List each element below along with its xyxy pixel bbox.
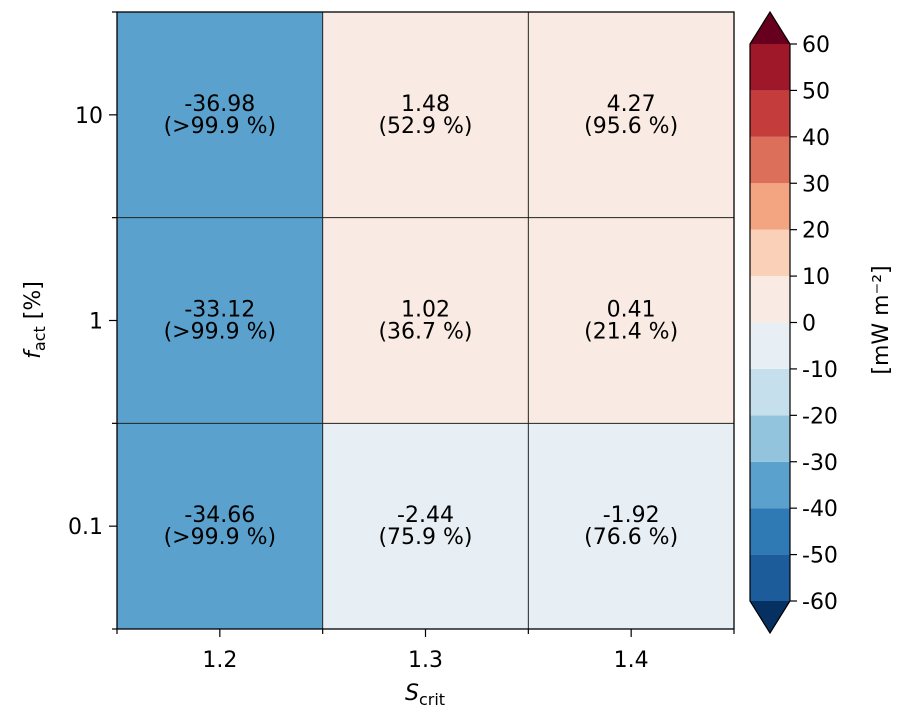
y-axis-label-main: f bbox=[21, 348, 46, 359]
cell-grid bbox=[117, 12, 734, 629]
cell-value-label: 4.27 bbox=[607, 92, 656, 117]
cell-value-label: 1.48 bbox=[401, 92, 450, 117]
colorbar-tick-label: 20 bbox=[802, 219, 830, 244]
colorbar-tick-label: -30 bbox=[802, 451, 838, 476]
x-tick-label: 1.4 bbox=[614, 648, 649, 673]
cell-value-label: -2.44 bbox=[397, 503, 454, 528]
axis-ticks: 1.2 1.3 1.4 0.1 1 10 bbox=[68, 11, 735, 673]
cell-value-label: 1.02 bbox=[401, 298, 450, 323]
colorbar-tick-label: 30 bbox=[802, 172, 830, 197]
cell-percent-label: (76.6 %) bbox=[584, 525, 678, 550]
heatmap-cell bbox=[117, 423, 323, 629]
colorbar-segment bbox=[750, 276, 790, 323]
cell-percent-label: (36.7 %) bbox=[378, 320, 472, 345]
colorbar-segment bbox=[750, 461, 790, 509]
y-tick-label: 0.1 bbox=[68, 515, 103, 540]
colorbar-segment bbox=[750, 508, 790, 555]
colorbar-tick-label: -60 bbox=[802, 590, 838, 615]
y-axis-label-suffix: [%] bbox=[21, 281, 46, 326]
heatmap-cell bbox=[322, 217, 529, 424]
cell-value-label: -36.98 bbox=[184, 92, 255, 117]
colorbar-segment bbox=[750, 229, 790, 277]
x-tick-label: 1.3 bbox=[408, 648, 443, 673]
colorbar-segment bbox=[750, 368, 790, 416]
cell-percent-label: (95.6 %) bbox=[584, 114, 678, 139]
colorbar-over-arrow bbox=[750, 12, 790, 44]
heatmap-cell bbox=[528, 12, 734, 218]
colorbar-tick-label: 0 bbox=[802, 312, 816, 337]
colorbar-segment bbox=[750, 554, 790, 601]
heatmap-cell bbox=[117, 217, 323, 424]
colorbar-tick-label: 50 bbox=[802, 79, 830, 104]
cell-value-label: 0.41 bbox=[607, 298, 656, 323]
colorbar-segment bbox=[750, 415, 790, 462]
colorbar-under-arrow bbox=[750, 601, 790, 633]
y-tick-label: 1 bbox=[89, 310, 103, 335]
y-axis-label-sub: act bbox=[30, 326, 49, 351]
heatmap-cell bbox=[117, 12, 323, 218]
cell-percent-label: (>99.9 %) bbox=[164, 525, 276, 550]
colorbar-tick-label: -40 bbox=[802, 497, 838, 522]
colorbar-tick-label: -20 bbox=[802, 404, 838, 429]
cell-percent-label: (>99.9 %) bbox=[164, 114, 276, 139]
heatmap-cell bbox=[528, 423, 734, 629]
colorbar-segment bbox=[750, 90, 790, 137]
cell-value-label: -33.12 bbox=[184, 298, 255, 323]
x-axis-label-main: S bbox=[405, 681, 419, 706]
cell-labels: -34.66(>99.9 %)-2.44(75.9 %)-1.92(76.6 %… bbox=[164, 92, 679, 550]
x-axis-label: Scrit bbox=[405, 681, 445, 709]
y-axis-label: fact [%] bbox=[21, 281, 49, 359]
cell-value-label: -34.66 bbox=[184, 503, 255, 528]
cell-value-label: -1.92 bbox=[603, 503, 660, 528]
cell-percent-label: (>99.9 %) bbox=[164, 320, 276, 345]
colorbar-segment bbox=[750, 136, 790, 184]
colorbar-segment bbox=[750, 44, 790, 91]
colorbar-segment bbox=[750, 322, 790, 369]
x-tick-label: 1.2 bbox=[202, 648, 237, 673]
cell-percent-label: (52.9 %) bbox=[378, 114, 472, 139]
colorbar: 60 50 40 30 20 10 0 -10 -20 -30 -40 -50 -60 bbox=[749, 10, 838, 635]
heatmap-cell bbox=[528, 217, 734, 424]
cell-percent-label: (75.9 %) bbox=[378, 525, 472, 550]
colorbar-tick-label: 40 bbox=[802, 126, 830, 151]
y-tick-label: 10 bbox=[75, 104, 103, 129]
colorbar-tick-label: -50 bbox=[802, 544, 838, 569]
colorbar-tick-label: 10 bbox=[802, 265, 830, 290]
x-axis-label-sub: crit bbox=[419, 690, 445, 709]
cell-percent-label: (21.4 %) bbox=[584, 320, 678, 345]
colorbar-segment bbox=[750, 183, 790, 230]
heatmap-cell bbox=[322, 12, 529, 218]
colorbar-tick-label: 60 bbox=[802, 33, 830, 58]
heatmap-cell bbox=[322, 423, 529, 629]
colorbar-label: [mW m⁻²] bbox=[869, 265, 894, 374]
colorbar-tick-label: -10 bbox=[802, 358, 838, 383]
heatmap-cells bbox=[117, 12, 734, 629]
